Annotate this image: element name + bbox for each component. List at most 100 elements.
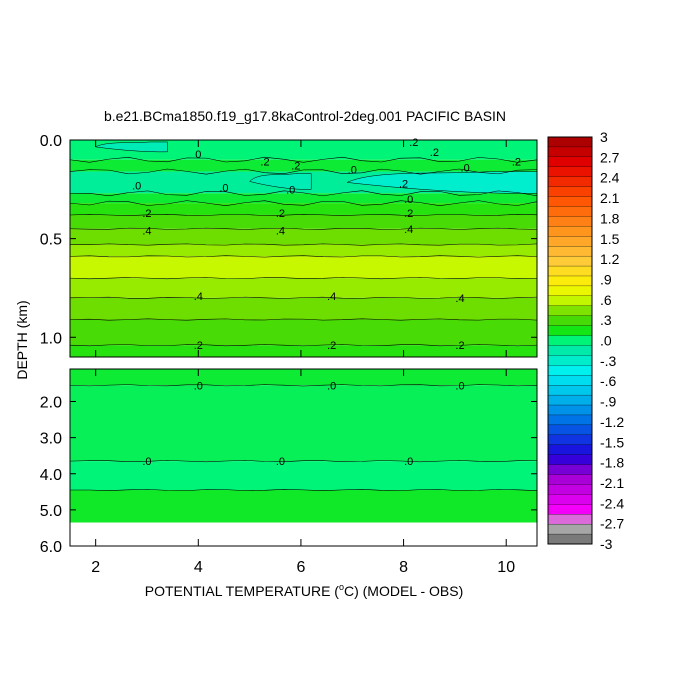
upper-contour-line	[69, 255, 538, 258]
lower-contour-line	[69, 489, 538, 491]
x-tick-label: 8	[399, 559, 408, 576]
colorbar-label: -2.7	[600, 516, 624, 532]
colorbar-swatch	[547, 226, 593, 237]
colorbar-swatch	[547, 156, 593, 168]
upper-y-tick-label: 0.5	[40, 232, 62, 249]
upper-contour-line	[69, 296, 538, 299]
upper-contour-label: .0	[348, 165, 357, 177]
x-tick-label: 10	[497, 559, 515, 576]
colorbar-swatch	[547, 255, 593, 267]
upper-panel: 0.2.2.0.2.2.0.2.0.0.0.2.0.2.2.2.4.4.4.4.…	[40, 133, 538, 358]
colorbar-swatch	[547, 424, 593, 436]
colorbar-label: 1.8	[600, 210, 620, 226]
lower-contour-label: .0	[404, 456, 413, 468]
colorbar-swatch	[547, 434, 593, 446]
colorbar-label: -.3	[600, 353, 617, 369]
lower-band	[70, 490, 537, 523]
colorbar-label: 2.4	[600, 170, 620, 186]
upper-contour-label: .2	[142, 208, 151, 220]
upper-band	[70, 256, 537, 279]
colorbar-swatch	[547, 514, 593, 525]
colorbar-label: -3	[600, 536, 613, 552]
colorbar-swatch	[547, 305, 593, 317]
upper-contour-label: .0	[132, 180, 141, 192]
colorbar-swatch	[547, 236, 593, 247]
x-axis-label-post: C) (MODEL - OBS)	[344, 583, 463, 599]
upper-band	[70, 228, 537, 245]
colorbar-swatch	[547, 504, 593, 515]
lower-y-tick-label: 5.0	[40, 503, 62, 520]
x-tick-label: 2	[91, 559, 100, 576]
upper-band	[70, 244, 537, 257]
colorbar-swatch	[547, 523, 593, 535]
upper-anomaly-patch	[249, 173, 312, 190]
upper-contour-label: .0	[461, 163, 470, 175]
upper-band	[70, 278, 537, 298]
colorbar-label: 1.5	[600, 231, 620, 247]
upper-y-tick-label: 0.0	[40, 133, 62, 150]
colorbar-swatch	[547, 176, 593, 188]
upper-band	[70, 214, 537, 229]
colorbar-label: -1.5	[600, 434, 624, 450]
colorbar-label: -2.4	[600, 495, 624, 511]
chart-title: b.e21.BCma1850.f19_g17.8kaControl-2deg.0…	[104, 108, 506, 124]
upper-frame	[69, 139, 538, 358]
colorbar-label: -.9	[600, 394, 617, 410]
colorbar-swatch	[547, 216, 593, 227]
upper-contour-label: .2	[404, 208, 413, 220]
upper-band	[70, 319, 537, 346]
lower-panel: .0 .0 .0 .0 .0 .0 2.0 3.0 4.0 5.0 6.0 2 4 6 8 10	[40, 368, 538, 576]
colorbar-swatch	[547, 136, 593, 148]
lower-contour-line	[69, 460, 538, 463]
x-axis-label-pre: POTENTIAL TEMPERATURE (	[145, 583, 340, 599]
upper-band	[70, 345, 537, 357]
colorbar-swatch	[547, 355, 593, 366]
upper-y-tick-label: 1.0	[40, 330, 62, 347]
lower-contour-label: .0	[455, 380, 464, 392]
colorbar-label: 2.1	[600, 190, 620, 206]
colorbar-label: -.6	[600, 373, 617, 389]
colorbar-swatch	[547, 295, 593, 307]
colorbar: 3 2.7 2.4 2.1 1.8 1.5 1.2 .9 .6 .3 .0 -.3 -.6 -.9 -1.2…	[547, 129, 624, 552]
lower-contour-label: .0	[327, 380, 336, 392]
colorbar-swatch	[547, 533, 593, 545]
upper-contour-label: 0	[195, 149, 201, 161]
lower-y-tick-label: 6.0	[40, 539, 62, 556]
colorbar-swatch	[547, 414, 593, 426]
colorbar-swatch	[547, 186, 593, 198]
colorbar-label: .3	[600, 312, 612, 328]
upper-contour-label: .2	[291, 161, 300, 173]
upper-contour-line	[69, 190, 538, 197]
colorbar-swatch	[547, 484, 593, 495]
lower-contour-line	[69, 384, 538, 387]
upper-contour-label: .2	[260, 157, 269, 169]
colorbar-swatch	[547, 325, 593, 336]
lower-frame	[69, 368, 538, 547]
upper-contour-label: .0	[404, 194, 413, 206]
upper-contour-label: .2	[399, 178, 408, 190]
upper-contour-label: .2	[455, 340, 464, 352]
lower-y-tick-label: 4.0	[40, 467, 62, 484]
upper-contour-label: .2	[430, 147, 439, 159]
colorbar-swatch	[547, 206, 593, 217]
upper-anomaly-patch	[94, 141, 168, 153]
upper-band	[70, 297, 537, 320]
upper-band	[70, 159, 537, 172]
y-axis-label: DEPTH (km)	[14, 300, 30, 379]
upper-contour-line	[69, 243, 538, 246]
upper-contour-label: .0	[219, 182, 228, 194]
upper-contour-label: .4	[327, 291, 336, 303]
lower-no-data	[70, 522, 537, 546]
colorbar-swatch	[547, 275, 593, 287]
upper-contour-label: .4	[194, 291, 203, 303]
lower-y-tick-label: 3.0	[40, 431, 62, 448]
colorbar-label: -1.2	[600, 414, 624, 430]
upper-contour-line	[69, 156, 538, 163]
upper-contour-line	[69, 318, 538, 321]
lower-contour-label: .0	[142, 456, 151, 468]
colorbar-swatch	[547, 146, 593, 158]
colorbar-swatch	[547, 444, 593, 456]
colorbar-label: 1.2	[600, 251, 620, 267]
colorbar-label: .6	[600, 292, 612, 308]
